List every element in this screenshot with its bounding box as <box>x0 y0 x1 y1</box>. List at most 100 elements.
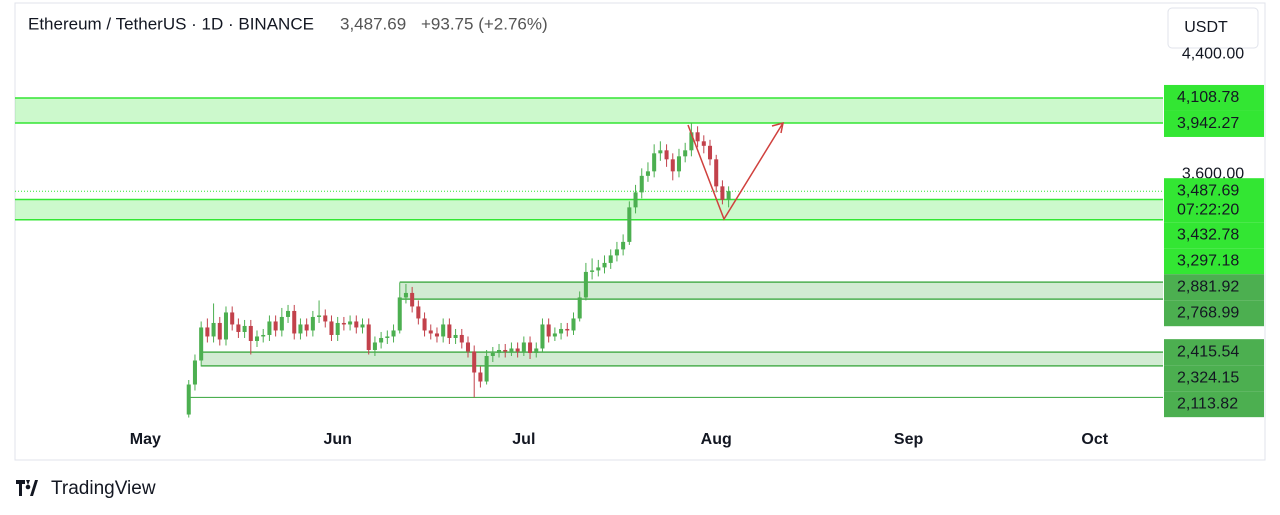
price-label-bg <box>1164 391 1264 418</box>
candle-body <box>335 322 340 335</box>
price-label-bg <box>1164 178 1264 223</box>
candle-body <box>571 318 576 331</box>
currency[interactable]: USDT <box>1184 19 1228 36</box>
candle-body <box>695 132 700 142</box>
candle-body <box>199 327 204 361</box>
candle-body <box>397 297 402 331</box>
candle-body <box>223 312 229 340</box>
zone <box>399 282 1164 300</box>
candle-body <box>261 334 266 337</box>
candle-body <box>254 336 260 341</box>
price-label-bg <box>1164 365 1264 392</box>
candle-body <box>391 330 396 337</box>
candle-body <box>633 192 638 208</box>
candle-body <box>230 312 235 325</box>
projection-arrow <box>687 122 784 221</box>
candle-body <box>410 292 415 307</box>
candle-body <box>310 316 315 331</box>
candle-body <box>248 325 253 341</box>
candle-body <box>515 348 520 352</box>
candle-body <box>192 360 197 385</box>
candle-body <box>211 322 216 337</box>
header-price: 3,487.69 <box>340 14 406 33</box>
candle-body <box>416 306 421 319</box>
candle-body <box>186 384 191 415</box>
price-label: 2,881.92 <box>1177 278 1239 295</box>
candle-body <box>478 372 483 382</box>
x-tick-label: May <box>130 431 161 448</box>
candle-body <box>366 324 371 350</box>
candle-body <box>714 159 719 187</box>
candle-body <box>614 249 619 256</box>
arrow-head <box>771 121 784 134</box>
candle-body <box>279 316 284 331</box>
candle-body <box>627 207 632 242</box>
candle-body <box>329 321 334 335</box>
candle-body <box>559 328 564 334</box>
candle-body <box>676 156 681 172</box>
price-label-bg <box>1164 248 1264 275</box>
candle-body <box>689 132 694 151</box>
candle-body <box>385 336 390 338</box>
header-change: +93.75 (+2.76%) <box>421 14 548 33</box>
symbol: Ethereum / TetherUS · 1D · BINANCE <box>28 14 314 33</box>
candle-body <box>472 351 477 373</box>
logo <box>16 480 38 496</box>
price-label-bg <box>1164 274 1264 301</box>
candle-body <box>664 150 669 160</box>
candle-body <box>428 330 433 334</box>
currency-button[interactable] <box>1167 7 1259 49</box>
candle-body <box>521 342 526 352</box>
candle-body <box>354 321 359 328</box>
candle-body <box>726 191 731 200</box>
candle-body <box>372 342 377 350</box>
candle-body <box>707 145 713 160</box>
candle-body <box>217 322 222 340</box>
x-tick-label: Jun <box>323 431 351 448</box>
candle-body <box>286 310 291 317</box>
zone <box>15 97 1163 123</box>
candle-body <box>447 324 452 338</box>
candle-body <box>528 342 533 353</box>
price-label: 2,415.54 <box>1177 343 1239 360</box>
candle-body <box>403 292 408 298</box>
price-label: 2,324.15 <box>1177 369 1239 386</box>
candle-body <box>583 271 588 298</box>
price-label: 2,113.82 <box>1177 395 1238 412</box>
price-label-bg <box>1164 339 1264 366</box>
candle-body <box>379 337 384 343</box>
zone <box>15 199 1163 220</box>
candle-body <box>720 186 725 200</box>
candle-body <box>441 324 446 337</box>
candle-body <box>453 334 458 338</box>
candle-body <box>490 352 495 356</box>
candle-body <box>608 255 613 263</box>
candle-body <box>242 325 247 332</box>
countdown: 07:22:20 <box>1177 201 1239 218</box>
candle-body <box>509 348 514 352</box>
candle-body <box>546 324 551 337</box>
candle-body <box>422 318 427 331</box>
candle-body <box>236 324 241 332</box>
candle-body <box>602 262 607 268</box>
candle-body <box>565 328 570 331</box>
candle-body <box>459 334 464 343</box>
candle-body <box>658 150 663 154</box>
candle-body <box>683 150 688 157</box>
chart: Ethereum / TetherUS · 1D · BINANCE 3,487… <box>14 2 1266 461</box>
candle-body <box>348 321 353 325</box>
candle-body <box>540 324 545 349</box>
candle-body <box>503 349 508 352</box>
candle-body <box>484 355 489 382</box>
candle-body <box>360 324 365 328</box>
price-label: 3,297.18 <box>1177 252 1239 269</box>
candle-body <box>465 342 471 352</box>
price-label: 3,432.78 <box>1177 226 1239 243</box>
candle-body <box>596 267 601 271</box>
candle-body <box>534 348 539 353</box>
candle-body <box>670 159 675 172</box>
candle-body <box>205 327 210 337</box>
candle-body <box>323 315 328 322</box>
candle-body <box>497 349 502 353</box>
